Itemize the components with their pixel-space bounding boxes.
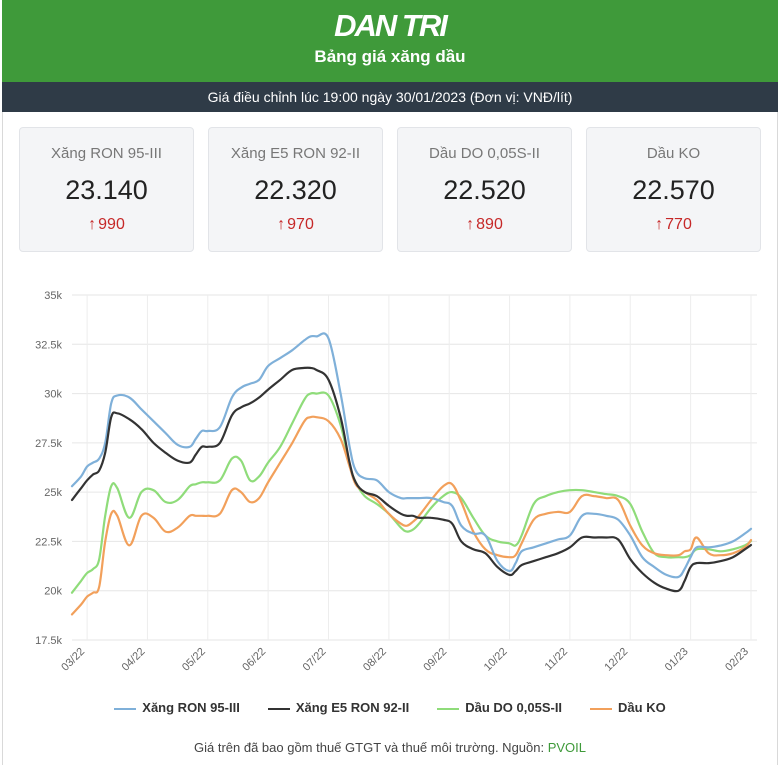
series-line-1 bbox=[70, 366, 753, 593]
source-link[interactable]: PVOIL bbox=[547, 740, 587, 755]
dantri-logo: DAN TRI bbox=[334, 8, 448, 43]
x-tick-label: 05/22 bbox=[180, 646, 208, 674]
price-change-value: 890 bbox=[476, 216, 503, 233]
x-tick-label: 12/22 bbox=[602, 646, 630, 674]
footnote: Giá trên đã bao gồm thuế GTGT và thuế mô… bbox=[0, 740, 780, 755]
header: DAN TRI Bảng giá xăng dầu bbox=[2, 0, 778, 82]
legend-item[interactable]: Dầu KO bbox=[590, 700, 666, 715]
fuel-name: Xăng E5 RON 92-II bbox=[230, 145, 361, 162]
arrow-up-icon: ↑ bbox=[466, 216, 475, 233]
x-tick-label: 04/22 bbox=[120, 646, 148, 674]
x-tick-label: 09/22 bbox=[421, 646, 449, 674]
legend-label: Dầu DO 0,05S-II bbox=[465, 700, 563, 715]
legend-swatch bbox=[114, 707, 137, 710]
legend-swatch bbox=[437, 707, 460, 710]
x-tick-label: 03/22 bbox=[59, 646, 87, 674]
arrow-up-icon: ↑ bbox=[655, 216, 664, 233]
y-tick-label: 25k bbox=[44, 487, 62, 499]
fuel-price: 22.570 bbox=[632, 175, 715, 205]
x-tick-label: 07/22 bbox=[301, 646, 329, 674]
y-tick-label: 30k bbox=[44, 389, 62, 401]
legend-label: Xăng RON 95-III bbox=[142, 700, 240, 715]
price-line-chart: 17.5k 20k 22.5k 25k 27.5k 30k 32.5k 35k 03/22 04/… bbox=[35, 290, 757, 674]
legend-label: Xăng E5 RON 92-II bbox=[295, 700, 410, 715]
x-tick-label: 08/22 bbox=[361, 646, 389, 674]
arrow-up-icon: ↑ bbox=[277, 216, 286, 233]
fuel-name: Xăng RON 95-III bbox=[51, 145, 162, 162]
y-tick-label: 27.5k bbox=[35, 438, 62, 450]
series-line-2 bbox=[70, 391, 753, 594]
legend-label: Dầu KO bbox=[618, 700, 666, 715]
legend-swatch bbox=[590, 707, 613, 710]
y-tick-label: 22.5k bbox=[35, 536, 62, 548]
fuel-name: Dầu DO 0,05S-II bbox=[429, 145, 540, 162]
price-change-value: 770 bbox=[665, 216, 692, 233]
legend-item[interactable]: Dầu DO 0,05S-II bbox=[437, 700, 562, 715]
x-tick-label: 06/22 bbox=[240, 646, 268, 674]
page-subtitle: Bảng giá xăng dầu bbox=[314, 47, 466, 66]
fuel-price: 22.520 bbox=[443, 175, 526, 205]
series-line-0 bbox=[70, 332, 753, 579]
legend-item[interactable]: Xăng E5 RON 92-II bbox=[267, 700, 410, 715]
y-tick-label: 35k bbox=[44, 290, 62, 302]
y-tick-label: 32.5k bbox=[35, 339, 62, 351]
info-bar: Giá điều chỉnh lúc 19:00 ngày 30/01/2023… bbox=[2, 82, 778, 112]
fuel-price: 23.140 bbox=[65, 175, 148, 205]
y-tick-label: 17.5k bbox=[35, 635, 62, 647]
price-card-e5: Xăng E5 RON 92-II 22.320 ↑ 970 bbox=[208, 127, 383, 252]
price-change-value: 990 bbox=[98, 216, 125, 233]
price-card-ko: Dầu KO 22.570 ↑ 770 bbox=[586, 127, 761, 252]
x-tick-label: 02/23 bbox=[723, 646, 751, 674]
y-tick-label: 20k bbox=[44, 586, 62, 598]
x-tick-label: 11/22 bbox=[543, 646, 570, 673]
fuel-name: Dầu KO bbox=[646, 145, 701, 162]
series-line-3 bbox=[70, 415, 753, 616]
fuel-price: 22.320 bbox=[254, 175, 337, 205]
legend-item[interactable]: Xăng RON 95-III bbox=[114, 700, 240, 715]
price-card-do: Dầu DO 0,05S-II 22.520 ↑ 890 bbox=[397, 127, 572, 252]
price-change: ↑ 970 bbox=[209, 216, 382, 234]
price-change: ↑ 770 bbox=[587, 216, 760, 234]
legend-swatch bbox=[267, 707, 290, 710]
price-card-ron95: Xăng RON 95-III 23.140 ↑ 990 bbox=[19, 127, 194, 252]
x-tick-label: 10/22 bbox=[482, 646, 510, 674]
price-change-value: 970 bbox=[287, 216, 314, 233]
price-change: ↑ 890 bbox=[398, 216, 571, 234]
arrow-up-icon: ↑ bbox=[88, 216, 97, 233]
chart-legend: Xăng RON 95-III Xăng E5 RON 92-II Dầu DO 0… bbox=[0, 700, 780, 715]
x-tick-label: 01/23 bbox=[663, 646, 691, 674]
footnote-text: Giá trên đã bao gồm thuế GTGT và thuế mô… bbox=[193, 740, 548, 755]
price-change: ↑ 990 bbox=[20, 216, 193, 234]
